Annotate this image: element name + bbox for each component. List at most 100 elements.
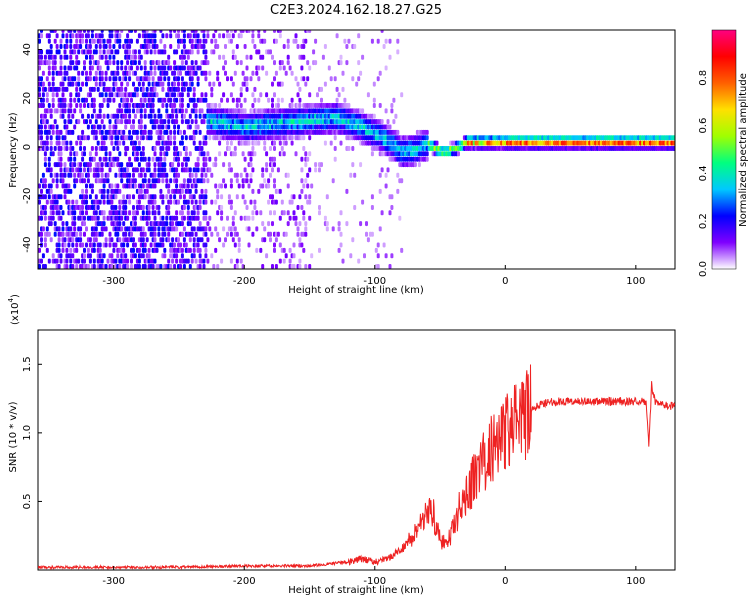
- spectrogram-cell: [75, 231, 79, 237]
- spectrogram-cell: [196, 124, 200, 130]
- y-tick-label: 0: [22, 144, 33, 150]
- spectrogram-cell: [124, 76, 128, 82]
- spectrogram-cell: [255, 247, 259, 253]
- spectrogram-cell: [92, 258, 96, 264]
- spectrogram-cell: [292, 253, 296, 259]
- spectrogram-cell: [135, 167, 139, 173]
- spectrogram-cell: [53, 119, 57, 125]
- colorbar-ticks: 0.00.20.40.60.8: [698, 70, 709, 277]
- spectrogram-cell: [88, 167, 92, 173]
- spectrogram-cell: [372, 113, 376, 119]
- spectrogram-cell: [169, 194, 173, 200]
- spectrogram-cell: [122, 140, 126, 146]
- spectrogram-cell: [261, 183, 265, 189]
- spectrogram-cell: [245, 205, 249, 210]
- spectrogram-cell: [100, 103, 104, 108]
- spectrogram-cell: [141, 146, 145, 151]
- spectrogram-cell: [116, 113, 120, 119]
- spectrogram-cell: [229, 199, 233, 205]
- spectrogram-cell: [384, 253, 388, 259]
- spectrogram-cell: [73, 30, 77, 33]
- spectrogram-cell: [182, 178, 186, 184]
- spectrogram-cell: [98, 124, 102, 130]
- x-tick-label: -200: [233, 276, 256, 287]
- spectrogram-cell: [128, 108, 132, 114]
- spectrogram-cell: [292, 264, 296, 269]
- spectrogram-cell: [198, 38, 202, 44]
- spectrogram-cell: [257, 30, 261, 33]
- spectrogram-x-ticks: -300 -200 -100 0 100: [102, 265, 645, 287]
- spectrogram-cell: [137, 247, 141, 253]
- spectrogram-cell: [159, 76, 163, 82]
- spectrogram-cell: [306, 183, 310, 189]
- spectrogram-cell: [192, 210, 196, 216]
- spectrogram-cell: [327, 65, 331, 71]
- spectrogram-cell: [241, 194, 245, 200]
- spectrogram-cell: [153, 49, 157, 55]
- spectrogram-cell: [143, 242, 147, 248]
- spectrogram-cell: [210, 231, 214, 237]
- spectrogram-cell: [108, 76, 112, 82]
- spectrogram-cell: [227, 194, 231, 200]
- spectrogram-cell: [212, 264, 216, 269]
- spectrogram-cell: [83, 231, 86, 237]
- spectrogram-cell: [282, 151, 286, 157]
- spectrogram-cell: [177, 44, 180, 49]
- spectrogram-cell: [120, 226, 124, 232]
- spectrogram-cell: [233, 210, 237, 216]
- spectrogram-cell: [92, 264, 96, 269]
- spectrogram-cell: [135, 151, 139, 157]
- spectrogram-cell: [182, 215, 186, 221]
- spectrogram-cell: [139, 113, 143, 119]
- spectrogram-cell: [40, 49, 43, 55]
- spectrogram-cell: [323, 44, 327, 49]
- spectrogram-cell: [175, 113, 179, 119]
- spectrogram-cell: [40, 135, 43, 141]
- spectrogram-cell: [269, 49, 272, 55]
- spectrogram-cell: [94, 81, 98, 87]
- spectrogram-cell: [273, 183, 276, 189]
- spectrogram-cell: [51, 210, 55, 216]
- spectrogram-cell: [163, 247, 167, 253]
- spectrogram-cell: [198, 65, 202, 71]
- spectrogram-cell: [239, 215, 243, 221]
- spectrogram-cell: [40, 188, 43, 194]
- spectrogram-cell: [194, 172, 198, 178]
- spectrogram-cell: [65, 70, 69, 76]
- spectrogram-cell: [57, 242, 61, 248]
- spectrogram-cell: [147, 205, 151, 210]
- spectrogram-cell: [81, 210, 85, 216]
- spectrogram-cell: [290, 199, 294, 205]
- spectrogram-cell: [288, 247, 292, 253]
- spectrogram-cell: [100, 70, 104, 76]
- spectrogram-cell: [59, 70, 63, 76]
- spectrogram-cell: [214, 183, 218, 189]
- spectrogram-cell: [153, 124, 157, 130]
- spectrogram-cell: [112, 247, 116, 253]
- spectrogram-cell: [63, 135, 67, 141]
- spectrogram-cell: [147, 247, 151, 253]
- spectrogram-cell: [231, 215, 235, 221]
- spectrogram-cell: [143, 60, 147, 66]
- spectrogram-cell: [81, 129, 85, 135]
- spectrogram-cell: [226, 97, 229, 103]
- spectrogram-cell: [135, 156, 139, 162]
- spectrogram-cell: [180, 92, 184, 98]
- spectrogram-cell: [382, 44, 386, 49]
- spectrogram-cell: [308, 151, 312, 157]
- spectrogram-cell: [180, 188, 184, 194]
- spectrogram-cell: [247, 242, 251, 248]
- spectrogram-cell: [153, 226, 157, 232]
- spectrogram-cell: [85, 54, 88, 60]
- spectrogram-cell: [192, 226, 196, 232]
- spectrogram-cell: [75, 264, 79, 269]
- spectrogram-cell: [237, 242, 241, 248]
- spectrogram-cell: [208, 167, 212, 173]
- spectrogram-cell: [229, 76, 233, 82]
- spectrogram-cell: [196, 33, 200, 39]
- spectrogram-cell: [69, 258, 73, 264]
- spectrogram-cell: [112, 86, 116, 92]
- spectrogram-cell: [351, 76, 355, 82]
- spectrogram-cell: [318, 247, 321, 253]
